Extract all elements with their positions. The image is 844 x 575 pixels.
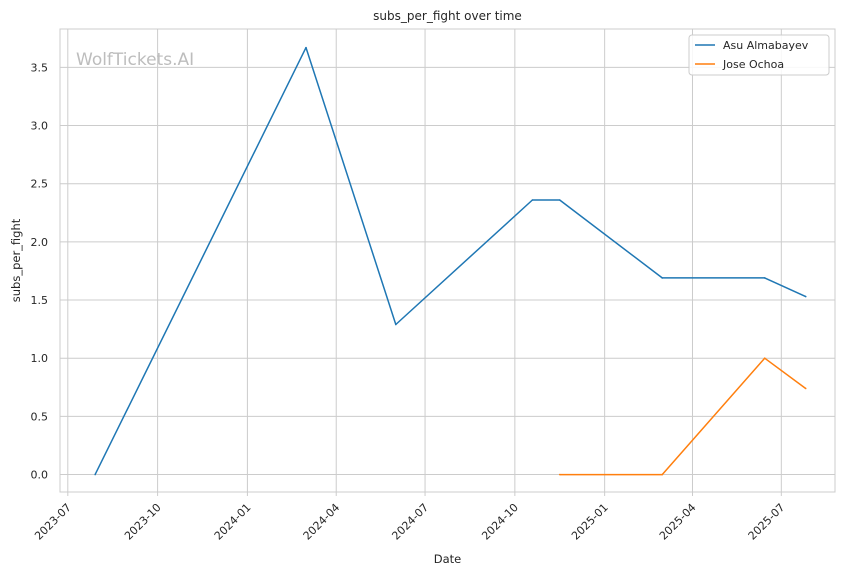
x-tick-label: 2024-01 — [212, 501, 254, 543]
x-tick-label: 2025-01 — [569, 501, 611, 543]
legend: Asu Almabayev Jose Ochoa — [688, 34, 830, 76]
series-1 — [558, 357, 807, 476]
plot-frame — [59, 28, 836, 493]
data-point — [94, 473, 96, 476]
data-point — [531, 199, 534, 201]
data-point — [763, 357, 766, 360]
y-tick-label: 0.5 — [31, 410, 49, 423]
x-tick-label: 2025-07 — [746, 501, 788, 543]
data-point — [661, 277, 664, 279]
y-tick-label: 3.5 — [31, 61, 49, 74]
x-tick-label: 2024-04 — [301, 501, 343, 543]
legend-box — [688, 34, 830, 76]
y-axis-label: subs_per_fight — [9, 218, 23, 302]
y-tick-label: 2.0 — [31, 236, 49, 249]
series-lines — [94, 46, 807, 476]
tick-labels: 0.0 0.5 1.0 1.5 2.0 2.5 3.0 3.5 2023-07 2023-10 20… — [31, 61, 788, 542]
series-line — [94, 46, 807, 475]
series-0 — [94, 46, 807, 476]
x-tick-label: 2023-07 — [32, 501, 74, 543]
data-point — [394, 323, 397, 326]
chart-title: subs_per_fight over time — [373, 9, 522, 23]
x-tick-label: 2024-10 — [479, 501, 521, 543]
x-tick-label: 2023-10 — [122, 501, 164, 543]
data-point — [763, 277, 766, 279]
data-point — [804, 295, 807, 298]
y-tick-label: 3.0 — [31, 120, 49, 133]
legend-label: Jose Ochoa — [722, 58, 784, 71]
grid-lines — [60, 29, 835, 496]
x-tick-label: 2024-07 — [389, 501, 431, 543]
series-line — [559, 357, 807, 476]
y-tick-label: 0.0 — [31, 469, 49, 482]
y-tick-label: 1.0 — [31, 352, 49, 365]
watermark-text: WolfTickets.AI — [76, 50, 194, 70]
data-point — [558, 199, 561, 201]
data-point — [661, 473, 664, 476]
legend-label: Asu Almabayev — [723, 39, 809, 52]
x-axis-label: Date — [434, 552, 462, 566]
data-point — [804, 387, 807, 390]
x-tick-label: 2025-04 — [657, 501, 699, 543]
y-tick-label: 2.5 — [31, 178, 49, 191]
data-point — [305, 46, 307, 49]
y-tick-label: 1.5 — [31, 294, 49, 307]
data-point — [558, 473, 561, 476]
